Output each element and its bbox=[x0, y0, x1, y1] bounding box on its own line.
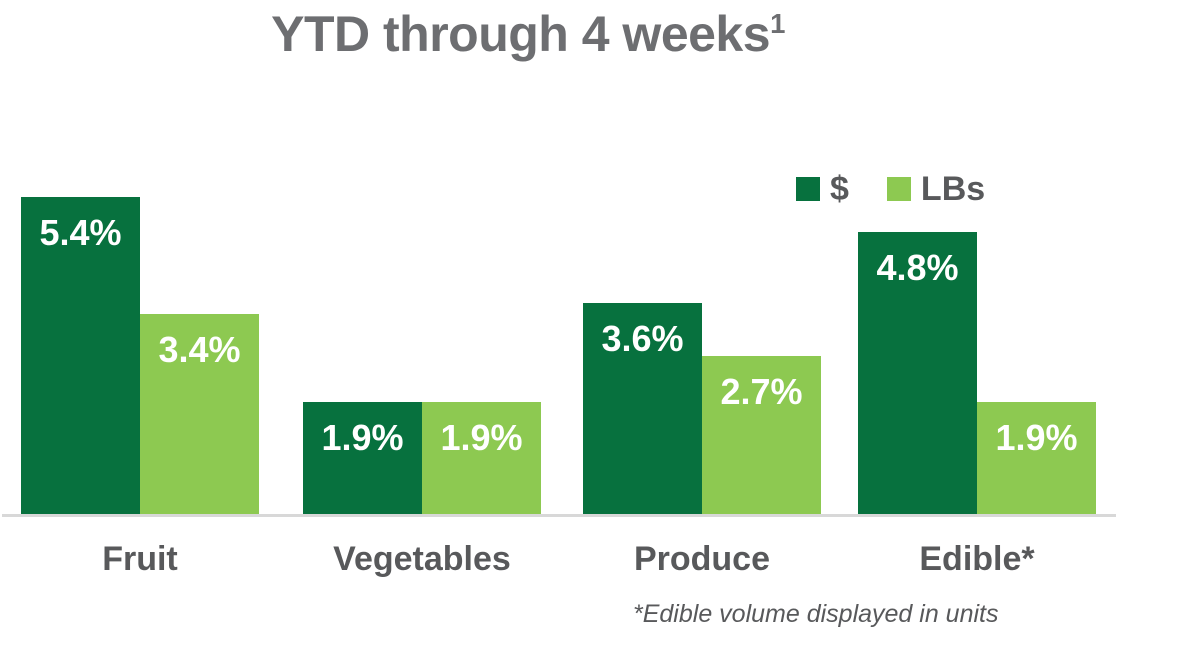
bar-value-label-edible-lbs: 1.9% bbox=[995, 417, 1078, 458]
bar-value-label-produce-lbs: 2.7% bbox=[720, 371, 803, 412]
x-axis-label-produce: Produce bbox=[633, 540, 771, 578]
bar-produce-dollars: 3.6% bbox=[583, 303, 702, 514]
bar-fruit-lbs: 3.4% bbox=[140, 314, 259, 514]
bar-edible-lbs: 1.9% bbox=[977, 402, 1096, 514]
bar-value-label-edible-dollars: 4.8% bbox=[876, 247, 959, 288]
bar-fruit-dollars: 5.4% bbox=[21, 197, 140, 514]
bar-value-label-vegetables-lbs: 1.9% bbox=[440, 417, 523, 458]
bar-value-label-fruit-lbs: 3.4% bbox=[158, 329, 241, 370]
footnote: *Edible volume displayed in units bbox=[633, 600, 999, 628]
bar-value-label-produce-dollars: 3.6% bbox=[601, 318, 684, 359]
x-axis-line bbox=[2, 514, 1116, 517]
bar-edible-dollars: 4.8% bbox=[858, 232, 977, 514]
legend-swatch-dollars-icon bbox=[796, 177, 820, 201]
chart-title: YTD through 4 weeks1 bbox=[0, 8, 1056, 61]
legend-label-lbs: LBs bbox=[920, 170, 986, 208]
bar-vegetables-dollars: 1.9% bbox=[303, 402, 422, 514]
legend: $ LBs bbox=[796, 172, 985, 206]
bar-value-label-vegetables-dollars: 1.9% bbox=[321, 417, 404, 458]
x-axis-label-fruit: Fruit bbox=[102, 540, 178, 578]
legend-swatch-lbs-icon bbox=[886, 177, 911, 201]
chart-title-text: YTD through 4 weeks bbox=[271, 6, 771, 62]
bar-value-label-fruit-dollars: 5.4% bbox=[39, 212, 122, 253]
bar-produce-lbs: 2.7% bbox=[702, 356, 821, 514]
x-axis-label-edible: Edible* bbox=[919, 540, 1035, 578]
legend-label-dollars: $ bbox=[830, 170, 849, 208]
bar-vegetables-lbs: 1.9% bbox=[422, 402, 541, 514]
chart-title-superscript: 1 bbox=[770, 8, 785, 39]
x-axis-label-vegetables: Vegetables bbox=[333, 540, 511, 578]
